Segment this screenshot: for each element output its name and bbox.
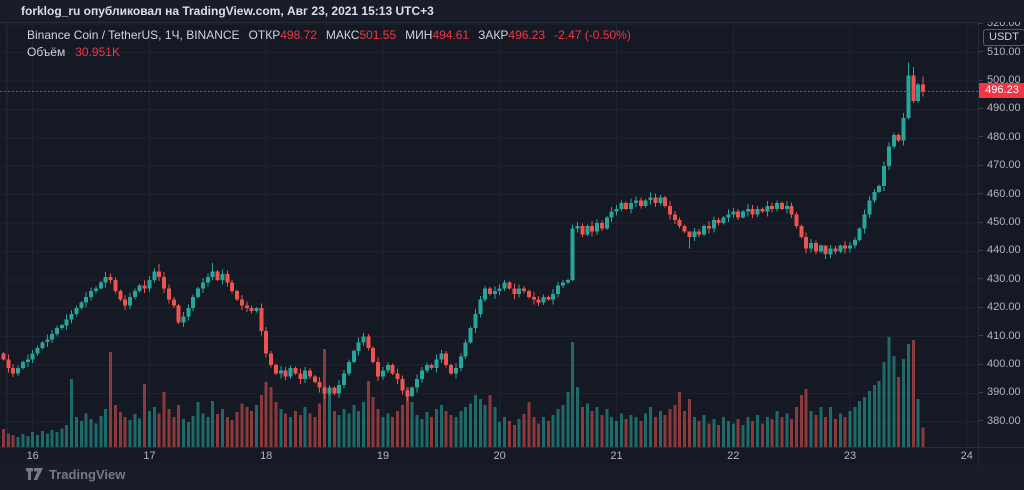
time-tick-label: 24 (960, 450, 973, 462)
price-tick-mark (979, 22, 983, 24)
price-tick-mark (979, 136, 983, 138)
price-tick-mark (979, 420, 983, 422)
price-tick-label: 470.00 (987, 159, 1021, 172)
time-tick-label: 19 (376, 450, 390, 462)
tradingview-watermark[interactable]: TradingView (26, 465, 125, 483)
price-unit-badge[interactable]: USDT (983, 29, 1024, 46)
price-tick-mark (979, 391, 983, 393)
price-tick-mark (979, 107, 983, 109)
price-tick-label: 390.00 (987, 386, 1021, 399)
price-tick-label: 440.00 (987, 244, 1021, 257)
chart-legend: Binance Coin / TetherUS, 1Ч, BINANCE ОТКР… (27, 27, 631, 61)
price-tick-label: 480.00 (987, 130, 1021, 143)
volume-layer (2, 337, 925, 448)
price-tick-mark (979, 363, 983, 365)
price-tick-label: 450.00 (987, 216, 1021, 228)
time-tick-label: 21 (610, 450, 623, 462)
time-tick-label: 22 (727, 450, 740, 462)
legend-row-symbol: Binance Coin / TetherUS, 1Ч, BINANCE ОТКР… (27, 27, 631, 44)
price-tick-label: 400.00 (987, 358, 1021, 370)
tradingview-logo-text: TradingView (49, 466, 126, 482)
close-value: 496.23 (508, 28, 546, 42)
share-attribution-bar: forklog_ru опубликовал на TradingView.co… (0, 0, 1024, 22)
price-tick-label: 520.00 (987, 22, 1021, 30)
open-value: 498.72 (280, 28, 317, 42)
low-value: 494.61 (432, 28, 470, 42)
price-axis[interactable]: USDT 496.23 520.00 510.00 500.00 490.00 480.… (978, 22, 1024, 448)
attribution-text: forklog_ru опубликовал на TradingView.co… (21, 4, 434, 18)
time-tick-label: 17 (143, 450, 156, 462)
price-tick-mark (979, 306, 983, 308)
volume-label: Объём (27, 45, 66, 59)
legend-row-volume: Объём 30.951K (27, 44, 631, 61)
candlestick-volume-chart[interactable] (0, 23, 978, 448)
last-price-label: 496.23 (979, 83, 1024, 99)
price-tick-mark (979, 79, 983, 81)
grid-layer (0, 23, 978, 448)
symbol-title[interactable]: Binance Coin / TetherUS, 1Ч, BINANCE (27, 28, 240, 42)
price-tick-mark (979, 249, 983, 251)
price-tick-mark (979, 278, 983, 280)
price-tick-label: 460.00 (987, 187, 1021, 200)
price-tick-mark (979, 221, 983, 223)
chart-pane[interactable]: Binance Coin / TetherUS, 1Ч, BINANCE ОТКР… (0, 22, 978, 448)
price-tick-label: 430.00 (987, 272, 1021, 285)
price-tick-label: 420.00 (987, 301, 1021, 314)
time-tick-label: 16 (26, 450, 39, 462)
price-tick-mark (979, 51, 983, 53)
time-tick-label: 18 (260, 450, 273, 462)
volume-value: 30.951K (75, 45, 120, 59)
change-value: -2.47 (-0.50%) (554, 28, 631, 42)
open-label: ОТКР (248, 28, 281, 42)
price-tick-mark (979, 335, 983, 337)
close-label: ЗАКР (478, 28, 509, 42)
time-tick-label: 23 (843, 450, 857, 462)
price-tick-mark (979, 164, 983, 166)
price-tick-label: 380.00 (987, 414, 1021, 427)
price-tick-label: 410.00 (987, 329, 1021, 342)
time-tick-label: 20 (493, 450, 506, 462)
candles-layer (1, 62, 925, 402)
price-tick-label: 510.00 (987, 45, 1021, 58)
axis-corner-divider (978, 448, 979, 465)
price-tick-label: 500.00 (987, 74, 1021, 86)
high-label: МАКС (325, 28, 360, 42)
tradingview-logo-icon (26, 468, 43, 480)
high-value: 501.55 (359, 28, 397, 42)
price-tick-mark (979, 193, 983, 195)
price-tick-label: 490.00 (987, 102, 1021, 115)
time-axis[interactable]: 16 17 18 19 20 21 22 23 24 (0, 447, 1024, 465)
low-label: МИН (405, 28, 433, 42)
